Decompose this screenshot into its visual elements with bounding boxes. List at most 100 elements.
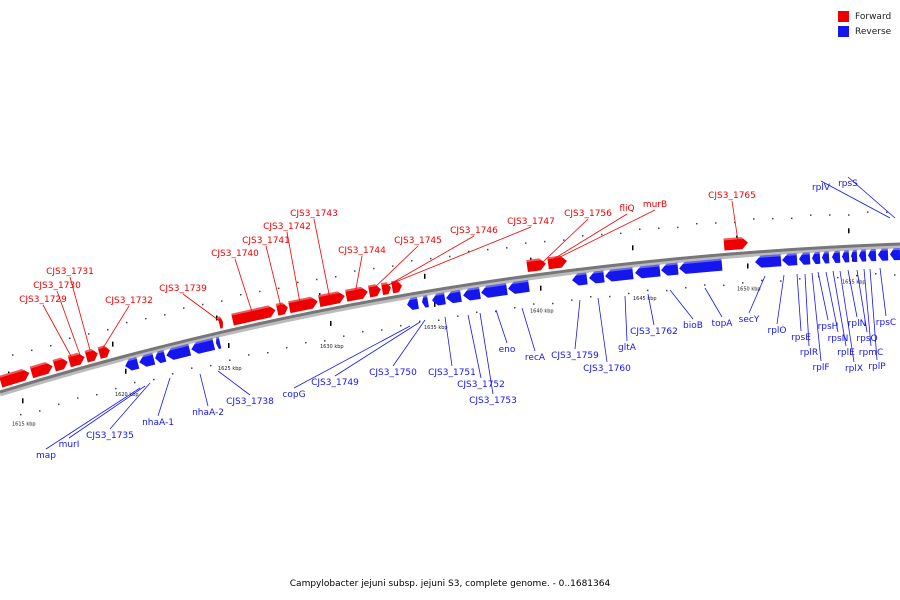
gene-label-copg: copG xyxy=(282,390,305,400)
leader-rplo xyxy=(776,274,785,325)
reverse-gene-arrow xyxy=(821,251,830,264)
leader-rplr xyxy=(804,273,810,347)
track-dot xyxy=(96,393,98,396)
track-dot xyxy=(259,290,261,293)
reverse-gene-arrow xyxy=(507,279,530,294)
track-dot xyxy=(468,250,470,253)
scale-label: 1625 kbp xyxy=(218,366,242,372)
legend-forward: Forward xyxy=(838,9,891,24)
leader-cjs3-1745 xyxy=(371,245,419,291)
leader-glta xyxy=(624,295,628,342)
gene-body xyxy=(463,286,481,301)
track-dot xyxy=(715,222,717,224)
gene-body xyxy=(635,264,661,279)
track-dot xyxy=(791,217,793,220)
forward-gene-arrow xyxy=(52,356,68,372)
gene-body xyxy=(139,352,156,367)
gene-body xyxy=(868,248,877,262)
forward-gene-arrow xyxy=(345,285,368,302)
gene-shine xyxy=(231,304,275,316)
gene-body xyxy=(589,270,605,284)
scale-tick xyxy=(228,343,230,349)
gene-label-nhaa-1: nhaA-1 xyxy=(142,418,174,428)
leader-rplx xyxy=(839,270,855,363)
track-dot xyxy=(856,274,858,277)
gene-arrows xyxy=(0,236,900,388)
scale-label: 1630 kbp xyxy=(320,344,344,350)
leader-nhaa-2 xyxy=(199,373,209,407)
gene-label-secy: secY xyxy=(739,315,760,325)
track-dot xyxy=(324,340,326,342)
track-dot xyxy=(886,211,888,214)
reverse-gene-arrow xyxy=(634,264,661,279)
gene-label-cjs3-1735: CJS3_1735 xyxy=(86,431,134,441)
leader-cjs3-1750 xyxy=(392,319,426,367)
track-dot xyxy=(278,287,280,290)
track-dot xyxy=(77,397,79,399)
gene-shine xyxy=(0,367,29,378)
track-dot xyxy=(609,295,611,298)
track-dot xyxy=(145,317,147,320)
reverse-gene-arrow xyxy=(798,252,811,265)
gene-shine xyxy=(841,250,849,253)
track-dot xyxy=(134,381,136,384)
scale-tick xyxy=(434,301,436,307)
gene-label-rpss: rpsS xyxy=(838,179,858,189)
reverse-gene-arrow xyxy=(754,254,782,268)
legend-reverse: Reverse xyxy=(838,24,891,39)
gene-shine xyxy=(406,296,418,301)
gene-body xyxy=(216,336,222,349)
gene-label-rple: rplE xyxy=(837,348,855,358)
track-dot xyxy=(628,292,630,295)
leader-biob xyxy=(669,289,694,320)
scale-ticks: 1615 kbp 1620 kbp 1625 kbp 1630 kbp 1635 kbp… xyxy=(8,228,866,427)
track-dot xyxy=(221,300,223,302)
leader-cjs3-1762 xyxy=(647,293,655,326)
leader-cjs3-1765 xyxy=(731,200,739,242)
track-dot xyxy=(506,247,508,249)
gene-label-cjs3-1732: CJS3_1732 xyxy=(105,296,153,306)
reverse-gene-arrow xyxy=(678,258,723,274)
leader-muri xyxy=(68,385,146,439)
gene-shine xyxy=(634,264,660,269)
gene-shine xyxy=(153,350,164,355)
gene-shine xyxy=(123,356,137,363)
gene-label-cjs3-1741: CJS3_1741 xyxy=(242,236,290,246)
gene-label-nhaa-2: nhaA-2 xyxy=(192,408,224,418)
gene-body xyxy=(878,248,889,261)
gene-label-cjs3-1739: CJS3_1739 xyxy=(159,284,207,294)
gene-body xyxy=(52,357,68,372)
track-dot xyxy=(430,257,432,260)
gene-label-rpln: rplN xyxy=(848,319,867,329)
gene-label-cjs3-1750: CJS3_1750 xyxy=(369,368,417,378)
track-dot xyxy=(172,373,174,375)
gene-body xyxy=(799,252,811,265)
track-dot xyxy=(514,306,516,309)
gene-label-eno: eno xyxy=(499,345,516,355)
gene-label-rplv: rplV xyxy=(812,183,831,193)
track-dot xyxy=(411,260,413,262)
leader-cjs3-1744 xyxy=(354,255,363,295)
scale-tick xyxy=(125,368,127,374)
gene-label-fliq: fliQ xyxy=(619,204,634,214)
reverse-gene-arrow xyxy=(604,267,634,282)
track-dot xyxy=(229,359,231,361)
track-dot xyxy=(373,267,375,270)
reverse-gene-arrow xyxy=(480,282,508,298)
reverse-gene-arrow xyxy=(660,262,679,276)
reverse-gene-arrow xyxy=(841,250,850,263)
forward-gene-arrow xyxy=(217,316,223,329)
gene-body xyxy=(288,296,318,314)
leader-reca xyxy=(521,307,536,352)
track-dot xyxy=(734,221,736,224)
reverse-gene-arrow xyxy=(781,253,798,266)
track-dot xyxy=(533,303,535,305)
gene-label-rplp: rplP xyxy=(868,362,886,372)
gene-label-rpsn: rpsN xyxy=(828,334,849,344)
gene-body xyxy=(481,282,508,298)
track-dot xyxy=(438,319,440,322)
gene-body xyxy=(661,262,679,276)
gene-shine xyxy=(217,316,223,319)
track-dot xyxy=(495,310,497,313)
scale-label: 1640 kbp xyxy=(530,309,554,315)
